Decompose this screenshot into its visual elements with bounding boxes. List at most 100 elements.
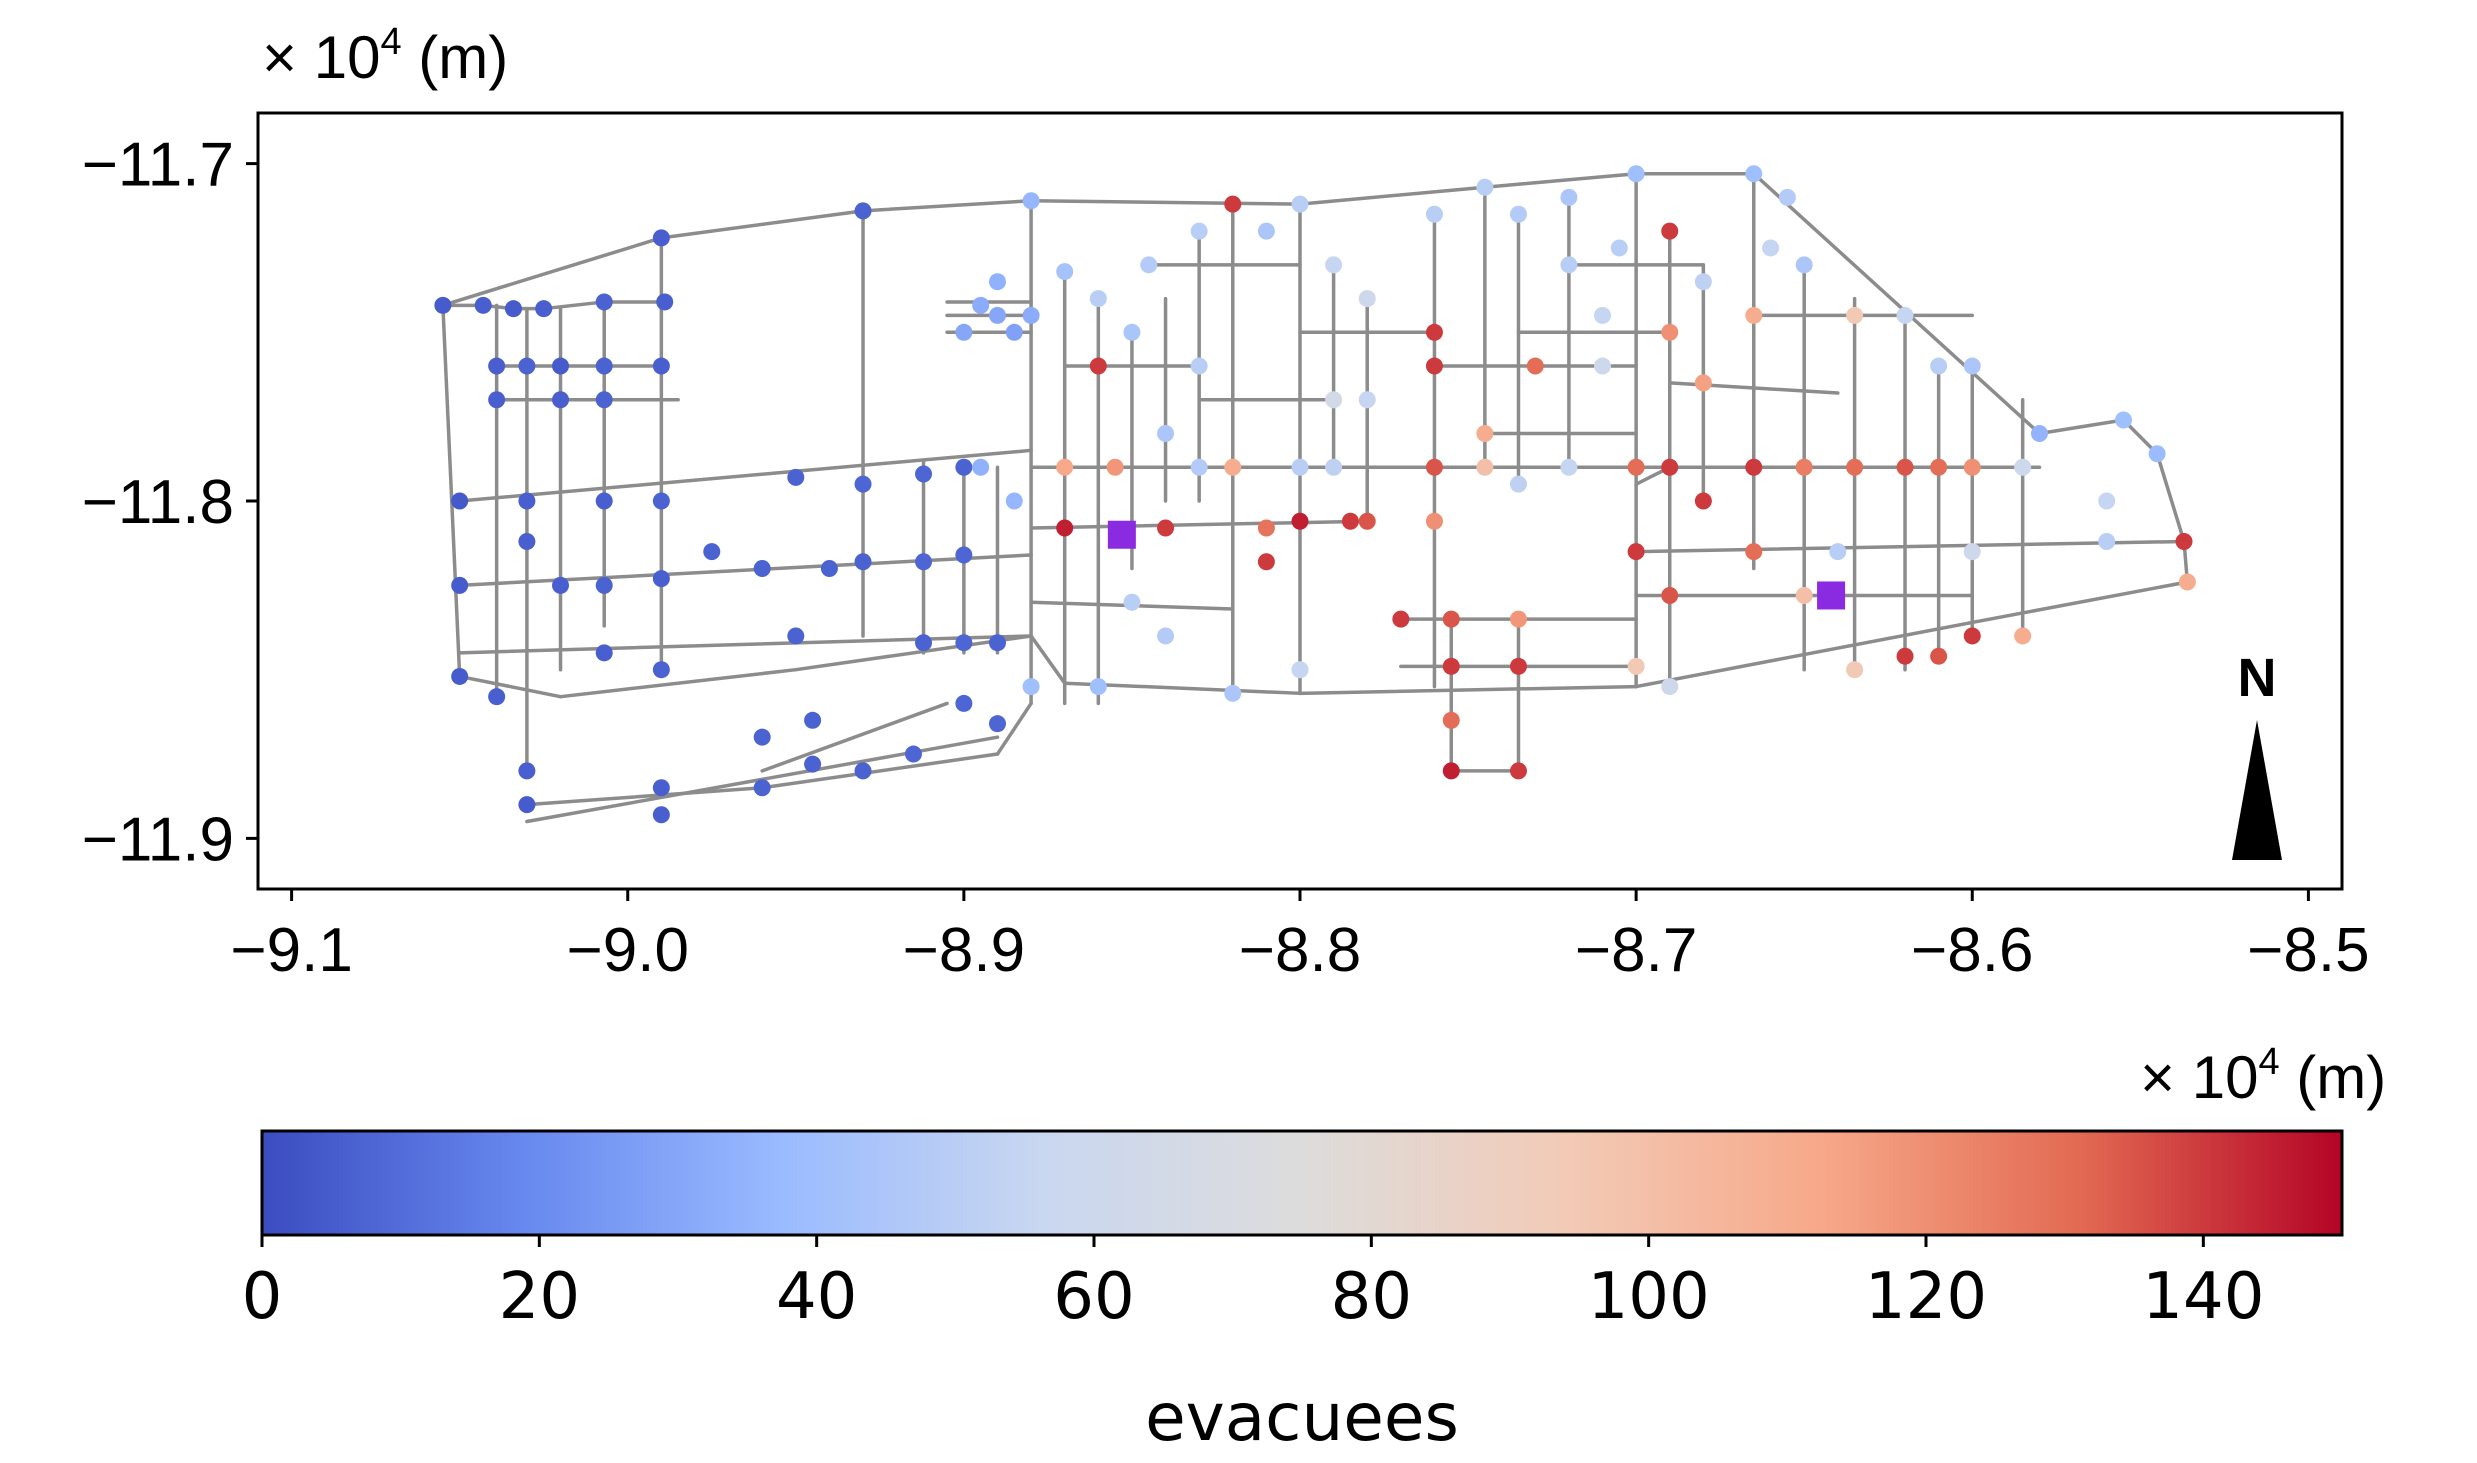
intersection-node	[1106, 458, 1124, 476]
road-segment	[995, 701, 1033, 756]
intersection-node	[1762, 239, 1780, 257]
intersection-node	[552, 391, 570, 409]
intersection-node	[1341, 512, 1359, 530]
intersection-node	[1425, 458, 1443, 476]
road-segment	[861, 198, 1033, 213]
intersection-node	[972, 458, 990, 476]
intersection-node	[1140, 256, 1158, 274]
road-segment	[659, 209, 865, 240]
intersection-node	[1745, 458, 1763, 476]
intersection-node	[915, 553, 933, 571]
road-segment	[1029, 198, 1302, 206]
intersection-node	[1930, 357, 1948, 375]
road-segment	[457, 674, 563, 699]
intersection-node	[1123, 593, 1141, 611]
intersection-node	[854, 202, 872, 220]
north-arrow-label: N	[2238, 648, 2277, 708]
intersection-node	[1745, 306, 1763, 324]
colorbar-tick-label: 140	[2142, 1260, 2264, 1334]
road-segment	[760, 701, 949, 773]
intersection-node	[595, 644, 613, 662]
intersection-nodes	[434, 165, 2196, 824]
intersection-node	[518, 492, 536, 510]
intersection-node	[1509, 657, 1527, 675]
intersection-node	[652, 492, 670, 510]
intersection-node	[988, 634, 1006, 652]
road-segment	[1634, 539, 2186, 554]
colorbar-tick-label: 60	[1053, 1260, 1134, 1334]
intersection-node	[1661, 678, 1679, 696]
intersection-node	[787, 468, 805, 486]
intersection-node	[1829, 543, 1847, 561]
colorbar-tick-label: 120	[1865, 1260, 1987, 1334]
intersection-node	[2030, 425, 2048, 443]
north-arrow-icon	[2232, 720, 2282, 860]
intersection-node	[1610, 239, 1628, 257]
intersection-node	[988, 715, 1006, 733]
intersection-node	[854, 762, 872, 780]
road-segment	[1298, 185, 1487, 206]
intersection-node	[652, 661, 670, 679]
intersection-node	[1005, 492, 1023, 510]
intersection-node	[2115, 411, 2133, 429]
intersection-node	[488, 688, 506, 706]
intersection-node	[1778, 188, 1796, 206]
road-segment	[441, 303, 462, 679]
intersection-node	[595, 576, 613, 594]
colorbar-scale-exponent: 4	[2258, 1041, 2279, 1083]
road-segment	[1483, 171, 1638, 189]
intersection-node	[1694, 492, 1712, 510]
intersection-node	[1005, 323, 1023, 341]
intersection-node	[656, 293, 674, 311]
intersection-node	[1056, 519, 1074, 537]
x-tick-label: −8.6	[1911, 916, 2033, 985]
x-tick-label: −8.9	[903, 916, 1025, 985]
intersection-node	[652, 806, 670, 824]
intersection-node	[1661, 323, 1679, 341]
intersection-node	[1896, 306, 1914, 324]
y-axis: −11.7 −11.8 −11.9	[82, 131, 258, 874]
intersection-node	[1190, 222, 1208, 240]
intersection-node	[1627, 657, 1645, 675]
intersection-node	[1930, 647, 1948, 665]
intersection-node	[1795, 458, 1813, 476]
intersection-node	[955, 458, 973, 476]
intersection-node	[1257, 519, 1275, 537]
intersection-node	[1560, 256, 1578, 274]
intersection-node	[854, 553, 872, 571]
intersection-node	[1896, 647, 1914, 665]
intersection-node	[904, 745, 922, 763]
colorbar-tick-label: 100	[1588, 1260, 1710, 1334]
intersection-node	[1157, 519, 1175, 537]
x-tick-label: −8.7	[1575, 916, 1697, 985]
road-segment	[1970, 580, 2190, 625]
intersection-node	[1291, 195, 1309, 213]
intersection-node	[1795, 586, 1813, 604]
intersection-node	[1442, 711, 1460, 729]
x-axis: −9.1 −9.0 −8.9 −8.8 −8.7 −8.6 −8.5	[230, 889, 2370, 985]
intersection-node	[1594, 306, 1612, 324]
colorbar-ticks: 0 20 40 60 80 100 120 140	[242, 1235, 2264, 1334]
road-segment	[2155, 452, 2186, 544]
intersection-node	[753, 559, 771, 577]
north-arrow: N	[2232, 648, 2282, 860]
intersection-node	[1795, 256, 1813, 274]
intersection-node	[1594, 357, 1612, 375]
y-tick-label: −11.8	[82, 468, 234, 537]
colorbar	[260, 1129, 2344, 1237]
road-segment	[1029, 634, 1067, 685]
intersection-node	[1089, 357, 1107, 375]
intersection-node	[1291, 661, 1309, 679]
intersection-node	[1476, 178, 1494, 196]
intersection-node	[2014, 627, 2032, 645]
intersection-node	[1509, 610, 1527, 628]
intersection-node	[1325, 458, 1343, 476]
intersection-node	[1560, 188, 1578, 206]
intersection-node	[1509, 762, 1527, 780]
road-network	[441, 171, 2190, 824]
intersection-node	[451, 576, 469, 594]
map-scale-exponent: 4	[380, 21, 401, 63]
intersection-node	[652, 357, 670, 375]
intersection-node	[1560, 458, 1578, 476]
intersection-node	[1089, 678, 1107, 696]
